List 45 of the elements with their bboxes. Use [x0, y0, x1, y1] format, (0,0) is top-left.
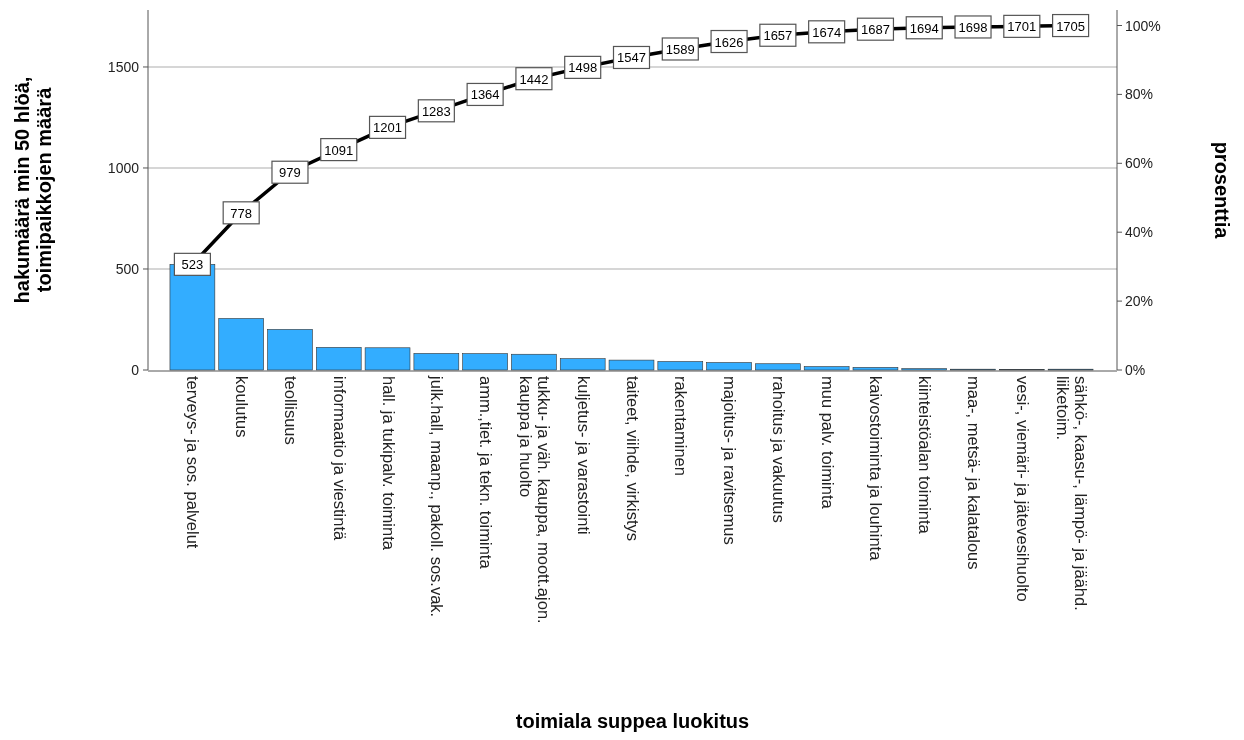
y-tick-label: 1000 [107, 159, 140, 176]
y2-tick-label: 100% [1125, 17, 1161, 34]
bar [413, 353, 460, 371]
y2-tick-label: 60% [1125, 155, 1154, 172]
y2-axis-title: prosenttia [1211, 141, 1233, 240]
x-tick-label: taiteet, viihde, virkistys [623, 376, 642, 542]
x-tick-label: rakentaminen [672, 376, 691, 476]
y-tick-label: 1500 [107, 58, 140, 75]
x-tick-label: hall. ja tukipalv. toiminta [379, 376, 398, 551]
bar [364, 347, 411, 371]
x-tick-label: terveys- ja sos. palvelut [184, 376, 203, 549]
bar [267, 329, 313, 371]
bar [803, 366, 850, 371]
y2-tick-label: 0% [1125, 362, 1146, 378]
bar [657, 361, 704, 371]
x-tick-label: amm.,tiet. ja tekn. toiminta [477, 376, 496, 570]
x-tick-label: maa-, metsä- ja kalatalous [965, 376, 984, 570]
x-tick-label: teollisuus [281, 376, 300, 445]
bar [462, 353, 508, 371]
x-tick-label: julk.hall, maanp., pakoll. sos.vak. [428, 375, 447, 618]
bar [755, 363, 801, 371]
bar [559, 358, 606, 371]
x-tick-label: kuljetus- ja varastointi [574, 376, 593, 535]
bar [608, 359, 655, 371]
x-tick-label: informaatio ja viestintä [330, 376, 349, 541]
bar [218, 318, 264, 371]
y2-tick-label: 40% [1125, 224, 1154, 241]
y2-tick-label: 80% [1125, 86, 1154, 103]
bar [852, 367, 899, 371]
x-tick-label: sähkö-, kaasu-, lämpö- ja jäähd. liiketoim. [1053, 376, 1090, 611]
x-tick-label: koulutus [233, 376, 252, 438]
x-tick-label: muu palv. toiminta [818, 376, 837, 510]
x-tick-label: rahoitus ja vakuutus [769, 376, 788, 523]
x-axis-title: toimiala suppea luokitus [515, 710, 750, 732]
y2-tick-label: 20% [1125, 293, 1154, 310]
x-tick-label: kiinteistöalan toiminta [916, 376, 935, 535]
y-axis-title: hakumäärä min 50 hlöä, toimipaikkojen määrä [11, 76, 55, 304]
bar [706, 362, 752, 371]
bar [316, 347, 362, 371]
x-tick-label: majoitus- ja ravitsemus [721, 376, 740, 545]
bar [511, 353, 557, 371]
y-tick-label: 0 [131, 362, 140, 378]
x-tick-label: vesi-, viemäri- ja jätevesihuolto [1013, 376, 1032, 602]
x-tick-label: kaivostoiminta ja louhinta [867, 376, 886, 562]
y-tick-label: 500 [115, 260, 140, 277]
